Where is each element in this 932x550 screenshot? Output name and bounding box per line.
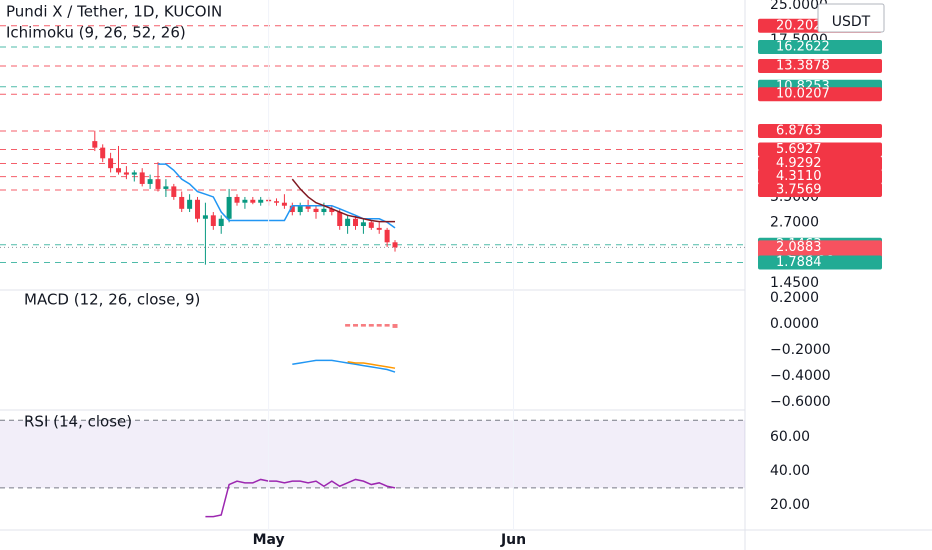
y-tick-label: 0.2000 bbox=[770, 290, 819, 306]
y-tick-label: 25.0000 bbox=[770, 0, 828, 13]
candle-body bbox=[171, 186, 177, 197]
histogram-bar bbox=[368, 324, 374, 327]
histogram-bar bbox=[392, 324, 398, 328]
indicator-title: MACD (12, 26, close, 9) bbox=[24, 291, 200, 309]
price-label-box bbox=[758, 156, 882, 171]
indicator-title: RSI (14, close) bbox=[24, 413, 132, 431]
candle-body bbox=[384, 229, 390, 243]
candle-body bbox=[392, 242, 398, 248]
candle-body bbox=[242, 199, 248, 203]
y-tick-label: 60.00 bbox=[770, 429, 810, 445]
x-tick-label: May bbox=[253, 532, 285, 548]
indicator-line bbox=[158, 163, 396, 229]
candle-body bbox=[313, 208, 319, 213]
indicator-line bbox=[292, 359, 396, 373]
candle-body bbox=[376, 227, 382, 230]
y-tick-label: 20.00 bbox=[770, 497, 810, 513]
rsi-band bbox=[0, 420, 745, 488]
y-tick-label: 0.0000 bbox=[770, 316, 819, 332]
y-tick-label: −0.6000 bbox=[770, 394, 831, 410]
price-label: 2.0883 bbox=[776, 240, 822, 255]
candle-body bbox=[258, 199, 264, 203]
indicator-line bbox=[347, 360, 396, 369]
candle-body bbox=[202, 215, 208, 219]
price-label: 10.0207 bbox=[776, 87, 830, 102]
candle-body bbox=[297, 205, 303, 213]
candle-body bbox=[289, 205, 295, 213]
price-label: 4.3110 bbox=[776, 169, 822, 184]
price-label-box bbox=[758, 255, 882, 270]
price-label: 20.2021 bbox=[776, 18, 830, 33]
candle-body bbox=[195, 199, 201, 219]
candle-body bbox=[281, 202, 287, 206]
price-label-box bbox=[758, 169, 882, 184]
price-label-box bbox=[758, 124, 882, 139]
price-label: 5.6927 bbox=[776, 142, 822, 157]
price-label: 16.2622 bbox=[776, 39, 830, 54]
price-label: 1.7884 bbox=[776, 255, 822, 270]
histogram-bar bbox=[353, 324, 359, 327]
indicator-line bbox=[205, 478, 396, 518]
candle-body bbox=[250, 199, 256, 203]
candle-body bbox=[329, 208, 335, 213]
price-label-box bbox=[758, 58, 882, 73]
x-tick-label: Jun bbox=[500, 532, 526, 548]
candle-body bbox=[163, 186, 169, 189]
currency: USDT bbox=[832, 14, 871, 30]
price-label-box bbox=[758, 87, 882, 102]
chart-title: Pundi X / Tether, 1D, KUCOIN bbox=[6, 3, 222, 21]
price-label-box bbox=[758, 183, 882, 198]
y-tick-label: −0.4000 bbox=[770, 368, 831, 384]
indicator-line bbox=[291, 178, 396, 223]
y-tick-label: 1.4500 bbox=[770, 275, 819, 291]
histogram-bar bbox=[384, 324, 390, 327]
indicator-title: Ichimoku (9, 26, 52, 26) bbox=[6, 24, 186, 42]
candle-body bbox=[305, 205, 311, 209]
price-label-box bbox=[758, 142, 882, 157]
candle-body bbox=[321, 208, 327, 213]
candle-body bbox=[187, 199, 193, 209]
candle-body bbox=[218, 218, 224, 226]
candle-body bbox=[123, 172, 129, 175]
candle-body bbox=[226, 196, 232, 219]
candle-body bbox=[131, 172, 137, 175]
y-tick-label: 40.00 bbox=[770, 463, 810, 479]
candle-body bbox=[116, 168, 122, 173]
candle-body bbox=[92, 141, 98, 148]
price-label: 6.8763 bbox=[776, 124, 822, 139]
candle-body bbox=[139, 172, 145, 184]
histogram-bar bbox=[376, 324, 382, 327]
price-label-box bbox=[758, 39, 882, 54]
candle-body bbox=[155, 179, 161, 189]
candle-body bbox=[210, 215, 216, 226]
candle-body bbox=[368, 222, 374, 228]
candle-body bbox=[337, 212, 343, 226]
histogram-bar bbox=[360, 324, 366, 327]
price-label: 4.9292 bbox=[776, 156, 822, 171]
candle-body bbox=[108, 158, 114, 169]
price-label: 3.7569 bbox=[776, 183, 822, 198]
currency-box bbox=[817, 3, 885, 33]
candle-body bbox=[345, 218, 351, 226]
histogram-bar bbox=[345, 324, 351, 327]
price-label: 13.3878 bbox=[776, 58, 830, 73]
y-tick-label: −0.2000 bbox=[770, 342, 831, 358]
candle-body bbox=[179, 196, 185, 209]
candle-body bbox=[234, 196, 240, 203]
candle-body bbox=[274, 201, 280, 203]
candle-body bbox=[100, 147, 106, 159]
candle-body bbox=[360, 222, 366, 226]
candle-body bbox=[147, 179, 153, 184]
y-tick-label: 2.7000 bbox=[770, 214, 819, 230]
candle-body bbox=[353, 218, 359, 226]
marks bbox=[0, 0, 745, 530]
price-axis: 25.000017.50003.50002.70001.450020.20211… bbox=[758, 0, 882, 513]
